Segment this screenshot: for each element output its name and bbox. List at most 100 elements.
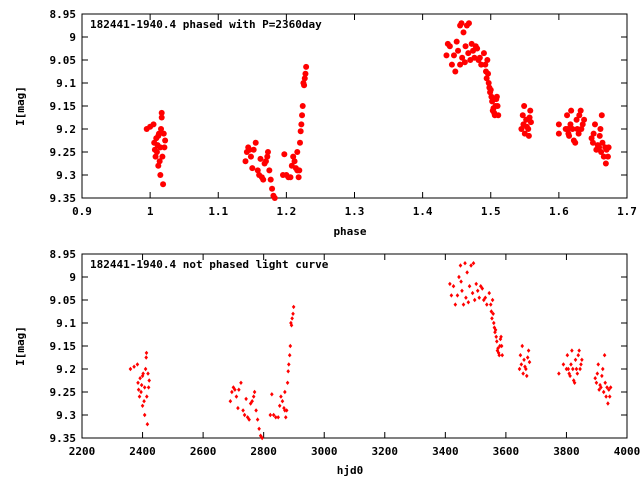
data-point <box>493 93 500 100</box>
data-point <box>605 144 612 151</box>
data-point <box>459 54 466 61</box>
x-tick-label: 2600 <box>190 445 217 458</box>
data-point <box>142 412 147 418</box>
data-point <box>147 378 152 383</box>
data-point <box>527 119 534 126</box>
y-tick-label: 9.1 <box>56 77 76 90</box>
data-point <box>239 380 243 385</box>
data-point <box>132 364 136 369</box>
data-point <box>142 385 147 390</box>
x-tick-label: 1.5 <box>481 205 501 218</box>
data-point <box>594 380 599 385</box>
data-point <box>252 139 259 146</box>
data-point <box>301 82 308 89</box>
data-point <box>295 174 302 181</box>
data-point <box>271 195 278 201</box>
data-point <box>590 130 597 137</box>
data-point <box>472 297 477 303</box>
x-tick-label: 3800 <box>553 445 580 458</box>
data-point <box>469 263 473 268</box>
x-tick-label: 3200 <box>372 445 399 458</box>
data-point <box>519 362 524 367</box>
data-point <box>603 380 607 385</box>
data-point <box>495 112 502 119</box>
data-point <box>144 355 148 360</box>
data-point <box>564 366 569 372</box>
data-point <box>574 366 579 372</box>
data-point <box>499 343 504 349</box>
data-point <box>257 155 264 162</box>
data-point <box>491 320 496 326</box>
data-point <box>457 61 464 68</box>
data-point <box>568 107 575 114</box>
x-tick-label: 2800 <box>250 445 277 458</box>
data-point <box>604 153 611 160</box>
data-point <box>602 160 609 167</box>
data-point <box>580 357 584 362</box>
data-point <box>258 433 263 438</box>
data-point <box>466 300 471 305</box>
y-axis-title: I[mag] <box>14 86 27 126</box>
data-point <box>286 362 291 367</box>
data-point <box>280 399 285 404</box>
data-point <box>599 385 603 390</box>
data-point <box>250 146 257 153</box>
data-point <box>146 371 150 376</box>
data-point <box>476 54 483 61</box>
data-point <box>518 126 525 132</box>
data-point <box>465 50 472 57</box>
data-point <box>564 112 571 119</box>
data-point <box>458 20 465 27</box>
data-point <box>571 366 575 372</box>
data-point <box>136 387 141 392</box>
data-point <box>607 387 611 392</box>
data-point <box>247 153 254 160</box>
data-point <box>596 132 603 139</box>
x-tick-labels: 2200 2400 2600 2800 3000 3200 3400 3600 3800 4000 <box>69 445 640 458</box>
data-point <box>483 75 490 82</box>
data-point <box>153 149 160 155</box>
data-point <box>459 279 463 284</box>
data-point <box>271 412 276 418</box>
data-point <box>446 43 453 50</box>
data-point <box>160 181 167 188</box>
data-point <box>471 261 476 266</box>
data-point <box>572 139 579 146</box>
data-point <box>290 316 294 321</box>
data-point <box>485 302 489 307</box>
y-tick-label: 9.05 <box>50 54 77 67</box>
data-point <box>158 109 165 116</box>
data-point <box>138 376 142 381</box>
y-tick-label: 9.25 <box>50 146 77 159</box>
data-point <box>252 389 257 395</box>
data-point <box>160 130 167 137</box>
data-point <box>495 348 500 353</box>
data-point <box>500 353 505 358</box>
y-tick-label: 9 <box>69 271 76 284</box>
data-point <box>494 334 498 339</box>
data-point <box>555 121 562 128</box>
data-point <box>490 316 494 321</box>
data-point <box>283 415 288 420</box>
data-point <box>569 126 576 132</box>
data-point <box>484 57 491 63</box>
data-point <box>255 417 260 422</box>
data-point <box>581 116 588 123</box>
data-point <box>600 366 605 372</box>
data-point <box>607 394 612 399</box>
x-tick-label: 3000 <box>311 445 338 458</box>
data-point <box>251 394 256 399</box>
x-tick-label: 1.6 <box>549 205 569 218</box>
data-point <box>236 405 240 411</box>
data-point <box>257 426 261 431</box>
y-axis-title: I[mag] <box>14 326 27 366</box>
data-point <box>237 387 241 392</box>
y-tick-label: 9.15 <box>50 100 77 113</box>
data-point <box>565 353 570 358</box>
data-point <box>228 399 233 404</box>
data-point <box>578 366 582 372</box>
data-point <box>524 366 528 372</box>
data-point <box>158 114 165 121</box>
data-point <box>141 371 145 376</box>
data-point <box>143 366 148 372</box>
